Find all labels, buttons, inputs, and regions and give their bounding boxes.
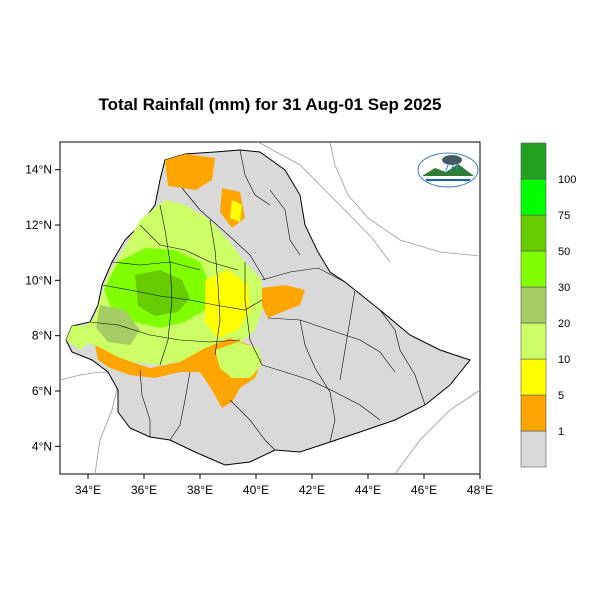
legend-label: 75: [558, 210, 570, 222]
y-tick-label: 6°N: [32, 384, 52, 398]
y-tick-label: 14°N: [25, 163, 52, 177]
x-tick-label: 40°E: [243, 483, 269, 497]
legend-swatch: [520, 214, 547, 252]
y-tick-label: 10°N: [25, 273, 52, 287]
x-tick-label: 34°E: [75, 483, 101, 497]
legend-label: 1: [558, 426, 564, 438]
rain-region-southwest: [215, 342, 262, 378]
legend-label: 20: [558, 318, 570, 330]
legend-label: 50: [558, 246, 570, 258]
x-tick-label: 48°E: [467, 483, 493, 497]
rain-region-core: [135, 270, 190, 316]
admin-borders: [89, 149, 426, 451]
legend-swatch: [520, 142, 547, 180]
legend: 1 5 10 20 30 50 75 100: [520, 142, 576, 468]
rain-pocket-east: [230, 200, 242, 222]
y-tick-label: 4°N: [32, 439, 52, 453]
rain-west-tip: [66, 325, 92, 350]
legend-swatch: [520, 322, 547, 360]
x-tick-label: 42°E: [299, 483, 325, 497]
legend-label: 30: [558, 282, 570, 294]
ethiopian-meteorology-institute-logo: [417, 152, 479, 188]
x-tick-label: 38°E: [187, 483, 213, 497]
x-tick-label: 44°E: [355, 483, 381, 497]
y-tick-label: 8°N: [32, 329, 52, 343]
legend-swatch: [520, 430, 547, 468]
rain-arc-east: [262, 285, 305, 318]
x-axis: 34°E 36°E 38°E 40°E 42°E 44°E 46°E 48°E: [75, 474, 493, 497]
y-axis: 14°N 12°N 10°N 8°N 6°N 4°N: [25, 163, 60, 453]
rain-band-north: [165, 154, 215, 190]
legend-swatch: [520, 178, 547, 216]
rain-region-yellow-central: [205, 270, 250, 338]
neighbour-borders: [59, 141, 481, 475]
x-tick-label: 46°E: [411, 483, 437, 497]
map-title: Total Rainfall (mm) for 31 Aug-01 Sep 20…: [98, 95, 442, 114]
legend-swatch: [520, 394, 547, 432]
legend-label: 10: [558, 354, 570, 366]
legend-swatch: [520, 358, 547, 396]
legend-label: 5: [558, 390, 564, 402]
x-tick-label: 36°E: [131, 483, 157, 497]
legend-label: 100: [558, 174, 576, 186]
y-tick-label: 12°N: [25, 218, 52, 232]
legend-swatch: [520, 250, 547, 288]
legend-swatch: [520, 286, 547, 324]
